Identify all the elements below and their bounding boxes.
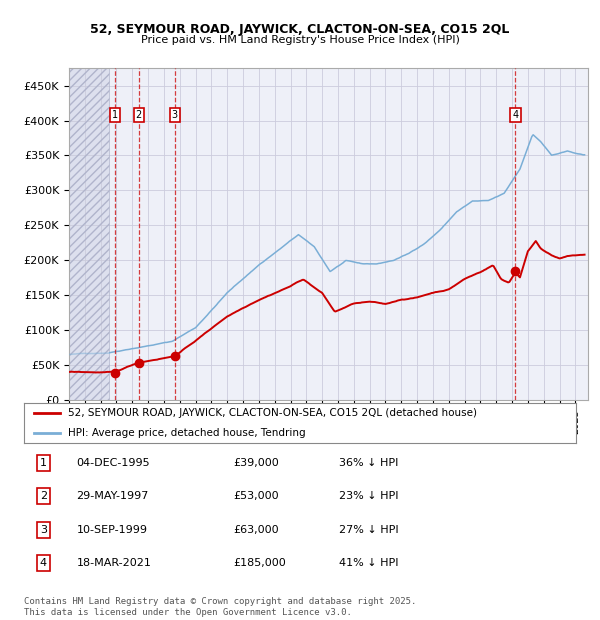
Text: 1: 1 bbox=[112, 110, 118, 120]
Text: Contains HM Land Registry data © Crown copyright and database right 2025.
This d: Contains HM Land Registry data © Crown c… bbox=[24, 598, 416, 617]
Text: 18-MAR-2021: 18-MAR-2021 bbox=[76, 558, 151, 568]
Text: £39,000: £39,000 bbox=[234, 458, 280, 468]
Text: Price paid vs. HM Land Registry's House Price Index (HPI): Price paid vs. HM Land Registry's House … bbox=[140, 35, 460, 45]
Bar bbox=[69, 68, 109, 400]
Text: £63,000: £63,000 bbox=[234, 525, 280, 534]
Text: 52, SEYMOUR ROAD, JAYWICK, CLACTON-ON-SEA, CO15 2QL (detached house): 52, SEYMOUR ROAD, JAYWICK, CLACTON-ON-SE… bbox=[68, 408, 477, 418]
Text: 36% ↓ HPI: 36% ↓ HPI bbox=[338, 458, 398, 468]
Text: 41% ↓ HPI: 41% ↓ HPI bbox=[338, 558, 398, 568]
Text: 1: 1 bbox=[40, 458, 47, 468]
Text: 4: 4 bbox=[40, 558, 47, 568]
Text: 04-DEC-1995: 04-DEC-1995 bbox=[76, 458, 150, 468]
Text: 4: 4 bbox=[512, 110, 518, 120]
Text: £53,000: £53,000 bbox=[234, 492, 280, 502]
Text: 2: 2 bbox=[40, 492, 47, 502]
Text: £185,000: £185,000 bbox=[234, 558, 287, 568]
Bar bbox=[69, 68, 109, 400]
Text: 2: 2 bbox=[136, 110, 142, 120]
Text: 23% ↓ HPI: 23% ↓ HPI bbox=[338, 492, 398, 502]
Text: HPI: Average price, detached house, Tendring: HPI: Average price, detached house, Tend… bbox=[68, 428, 306, 438]
Text: 3: 3 bbox=[172, 110, 178, 120]
Text: 52, SEYMOUR ROAD, JAYWICK, CLACTON-ON-SEA, CO15 2QL: 52, SEYMOUR ROAD, JAYWICK, CLACTON-ON-SE… bbox=[91, 23, 509, 36]
Text: 3: 3 bbox=[40, 525, 47, 534]
Text: 27% ↓ HPI: 27% ↓ HPI bbox=[338, 525, 398, 534]
Text: 29-MAY-1997: 29-MAY-1997 bbox=[76, 492, 149, 502]
Text: 10-SEP-1999: 10-SEP-1999 bbox=[76, 525, 148, 534]
